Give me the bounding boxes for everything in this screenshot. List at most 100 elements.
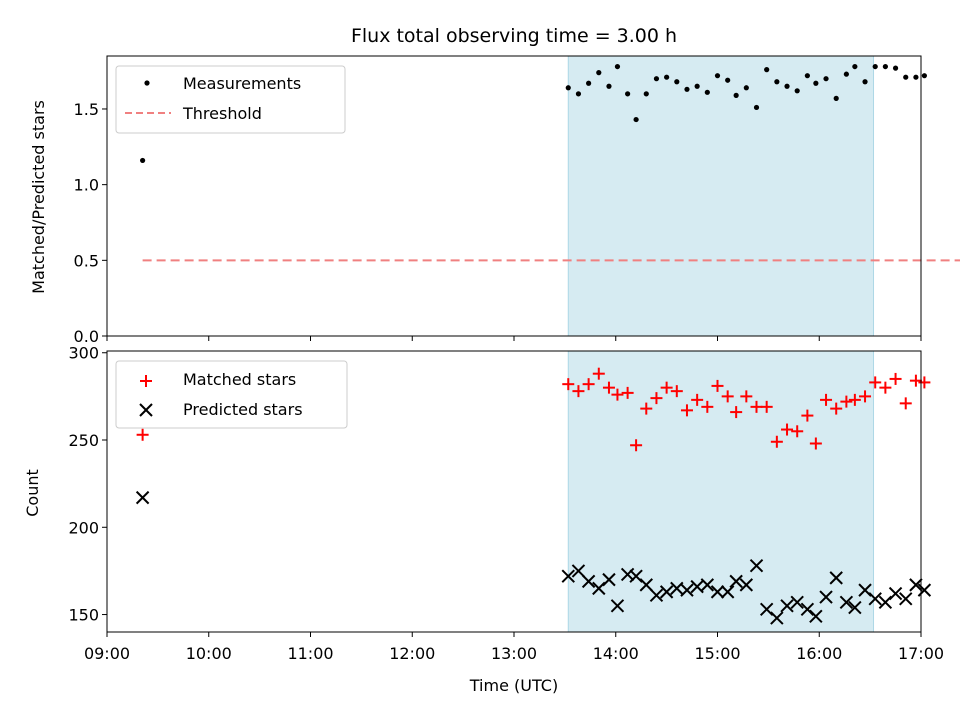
predicted-stars-point	[770, 611, 784, 625]
measurement-point	[823, 76, 829, 82]
predicted-stars-point	[639, 578, 653, 592]
matched-stars-point	[730, 406, 743, 419]
measurement-point	[764, 67, 770, 73]
measurement-point	[833, 95, 839, 101]
measurement-point	[843, 71, 849, 77]
predicted-stars-point	[592, 581, 606, 596]
matched-stars-point	[680, 404, 693, 417]
predicted-stars-point	[581, 574, 596, 589]
matched-stars-point	[909, 374, 922, 387]
matched-stars-point	[691, 393, 704, 406]
measurement-point	[606, 83, 612, 89]
predicted-stars-point	[868, 592, 882, 606]
x-tick-label: 10:00	[186, 644, 232, 663]
measurement-point	[140, 157, 146, 164]
predicted-stars-point	[710, 585, 725, 599]
legend-matched-label: Matched stars	[183, 370, 296, 389]
x-tick-label: 13:00	[491, 644, 537, 663]
matched-stars-point	[701, 400, 714, 413]
measurement-point	[733, 92, 739, 98]
predicted-stars-point	[858, 583, 872, 597]
matched-stars-point	[136, 428, 149, 441]
x-tick-label: 17:00	[898, 644, 944, 663]
matched-stars-point	[770, 435, 783, 448]
top-legend: Measurements Threshold	[115, 65, 346, 134]
measurement-point	[565, 85, 571, 91]
measurement-point	[804, 73, 810, 79]
predicted-stars-point	[720, 585, 735, 599]
measurement-point	[694, 83, 700, 89]
x-tick-label: 09:00	[84, 644, 130, 663]
x-tick-label: 16:00	[796, 644, 842, 663]
predicted-stars-point	[809, 609, 823, 623]
measurement-point	[743, 85, 749, 91]
matched-stars-point	[791, 425, 804, 438]
matched-stars-point	[809, 437, 822, 450]
matched-stars-point	[562, 378, 575, 391]
measurement-point	[725, 77, 731, 83]
measurement-point	[664, 74, 670, 80]
predicted-stars-point	[135, 490, 150, 505]
measurement-point	[892, 65, 899, 71]
matched-stars-point	[640, 402, 653, 415]
x-tick-label: 14:00	[593, 644, 639, 663]
observing-window-shade	[567, 55, 875, 337]
measurement-point	[784, 83, 790, 89]
predicted-stars-point	[729, 574, 743, 589]
matched-stars-point	[889, 372, 902, 385]
matched-stars-point	[592, 367, 605, 380]
measurement-point	[913, 74, 919, 80]
bottom-axes-frame	[106, 350, 922, 633]
matched-stars-point	[740, 390, 753, 403]
predicted-stars-point	[899, 592, 913, 606]
predicted-stars-point	[780, 599, 794, 613]
matched-stars-point	[721, 390, 734, 403]
predicted-stars-point	[659, 585, 674, 599]
predicted-stars-point	[888, 586, 903, 601]
y-tick-label: 300	[68, 344, 99, 363]
matched-stars-point	[781, 423, 794, 436]
measurement-point	[633, 116, 639, 123]
predicted-stars-point	[790, 595, 804, 610]
matched-stars-point	[830, 402, 843, 415]
legend-threshold-label: Threshold	[182, 104, 262, 123]
matched-stars-point	[711, 379, 724, 392]
top-legend-box	[115, 65, 346, 134]
predicted-stars-point	[649, 588, 664, 603]
predicted-stars-point	[610, 599, 625, 613]
predicted-stars-point	[561, 569, 575, 583]
y-tick-label: 1.0	[74, 176, 99, 195]
measurement-point	[614, 63, 621, 70]
measurement-point	[596, 70, 602, 76]
x-tick-label: 12:00	[389, 644, 435, 663]
y-tick-label: 250	[68, 431, 99, 450]
measurement-point	[586, 80, 592, 86]
measurement-point	[714, 73, 721, 79]
measurement-point	[852, 63, 858, 70]
predicted-stars-point	[917, 583, 932, 597]
legend-predicted-label: Predicted stars	[183, 400, 303, 419]
y-tick-label: 1.5	[74, 100, 99, 119]
measurement-point	[903, 74, 909, 80]
measurement-point	[674, 79, 680, 85]
matched-stars-point	[760, 400, 773, 413]
matched-stars-point	[801, 409, 814, 422]
matched-stars-point	[670, 385, 683, 398]
y-tick-label: 150	[68, 606, 99, 625]
matched-stars-point	[820, 393, 833, 406]
measurement-point	[653, 76, 660, 82]
measurement-point	[753, 104, 760, 111]
measurement-point	[862, 79, 868, 85]
predicted-stars-point	[629, 569, 643, 583]
matched-stars-point	[650, 392, 663, 405]
legend-matched-marker	[140, 375, 152, 387]
matched-stars-point	[840, 395, 853, 408]
measurement-point	[813, 80, 819, 86]
predicted-stars-point	[571, 564, 586, 578]
measurement-point	[872, 63, 878, 70]
predicted-stars-point	[700, 578, 715, 592]
predicted-stars-point	[909, 578, 923, 592]
bottom-panel: 150 200 250 300 09:00 10:00 11:00 12:00 13:00 14…	[23, 344, 944, 695]
measurement-point	[921, 73, 927, 79]
